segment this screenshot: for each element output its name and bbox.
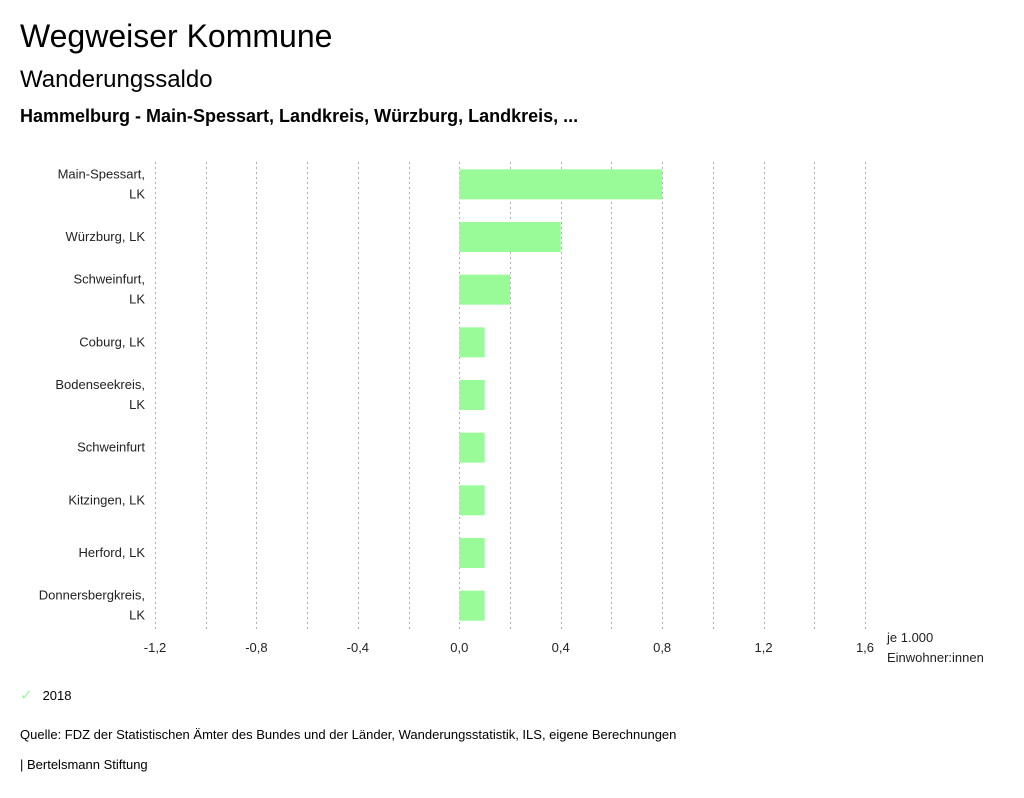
region-filter-label: Hammelburg - Main-Spessart, Landkreis, W…: [20, 106, 579, 126]
x-axis-title-line: je 1.000: [886, 630, 933, 645]
bars: [459, 169, 663, 621]
x-tick-label: 1,2: [755, 640, 773, 655]
x-tick-labels: -1,2 -0,8 -0,4 0,0 0,4 0,8 1,2 1,6: [144, 640, 874, 655]
chart-title: Wegweiser Kommune: [20, 18, 333, 54]
x-tick-label: 0,4: [552, 640, 570, 655]
bar-chart: Main-Spessart, LK Würzburg, LK Schweinfurt,…: [39, 162, 984, 665]
x-tick-label: 0,0: [450, 640, 468, 655]
category-label: Bodenseekreis, LK: [55, 377, 145, 412]
brand-label: | Bertelsmann Stiftung: [20, 757, 148, 772]
x-tick-label: 1,6: [856, 640, 874, 655]
category-label: Würzburg, LK: [66, 229, 146, 244]
category-label: Herford, LK: [79, 545, 146, 560]
category-labels: Main-Spessart, LK Würzburg, LK Schweinfurt,…: [39, 166, 146, 622]
bar[interactable]: [459, 380, 485, 410]
checkmark-icon[interactable]: ✓: [20, 687, 33, 704]
bar[interactable]: [459, 432, 485, 463]
bar[interactable]: [459, 590, 485, 621]
bar[interactable]: [459, 274, 510, 305]
bar[interactable]: [459, 485, 485, 516]
bar[interactable]: [459, 327, 485, 358]
bar[interactable]: [459, 538, 485, 568]
category-label: Coburg, LK: [79, 334, 145, 349]
x-tick-label: 0,8: [653, 640, 671, 655]
source-note: Quelle: FDZ der Statistischen Ämter des …: [20, 727, 677, 742]
x-axis-title-line: Einwohner:innen: [887, 650, 984, 665]
x-tick-label: -1,2: [144, 640, 166, 655]
category-label: Schweinfurt, LK: [73, 272, 145, 307]
bar[interactable]: [459, 169, 663, 200]
category-label: Schweinfurt: [77, 440, 145, 455]
chart-subtitle: Wanderungssaldo: [20, 66, 213, 93]
category-label: Main-Spessart, LK: [58, 166, 146, 201]
legend[interactable]: ✓ 2018: [20, 686, 72, 706]
bar[interactable]: [459, 222, 561, 252]
category-label: Kitzingen, LK: [68, 492, 145, 507]
x-tick-label: -0,8: [245, 640, 267, 655]
x-axis-title: je 1.000 Einwohner:innen: [886, 630, 984, 665]
category-label: Donnersbergkreis, LK: [39, 588, 146, 623]
x-tick-label: -0,4: [347, 640, 369, 655]
legend-label: 2018: [42, 688, 72, 703]
